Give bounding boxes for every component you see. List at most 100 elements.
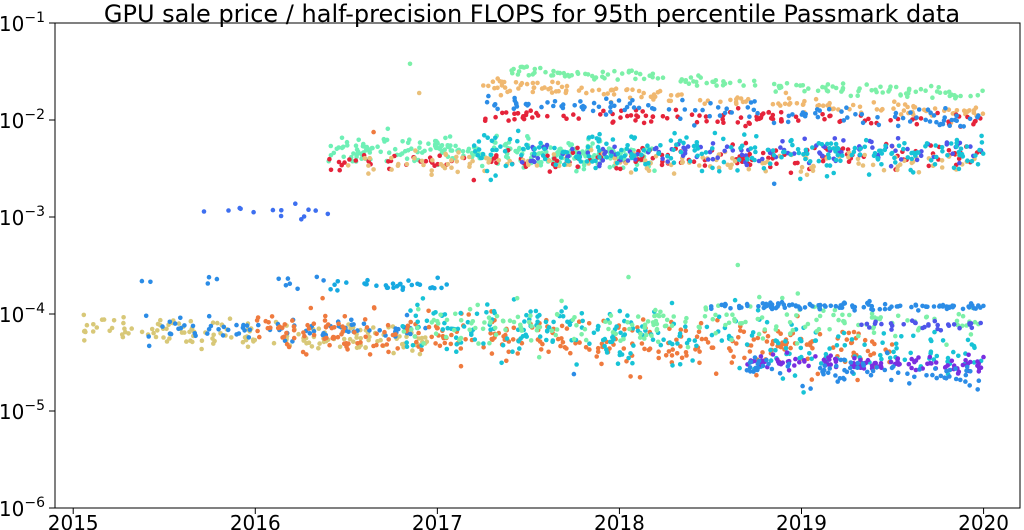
data-point <box>736 335 741 340</box>
data-point <box>664 116 670 121</box>
data-point <box>603 112 609 117</box>
data-point <box>482 320 487 325</box>
data-point <box>608 104 613 110</box>
data-point <box>752 355 758 360</box>
data-point <box>735 168 740 173</box>
data-point <box>739 152 745 158</box>
data-point <box>602 336 608 342</box>
data-point <box>454 342 460 347</box>
data-point <box>719 302 724 308</box>
data-point <box>748 146 754 151</box>
data-point <box>954 140 959 146</box>
data-point <box>575 145 580 151</box>
data-point <box>686 81 692 86</box>
data-point <box>545 153 550 159</box>
data-point <box>579 332 584 337</box>
data-point <box>975 93 981 98</box>
data-point <box>828 303 834 309</box>
data-point <box>977 147 982 153</box>
data-point <box>528 338 534 343</box>
data-point <box>925 107 931 112</box>
data-point <box>748 343 754 348</box>
x-tick-label: 2019 <box>776 511 827 530</box>
data-point <box>813 96 819 102</box>
data-point <box>481 133 487 138</box>
data-point <box>415 325 420 331</box>
data-point <box>493 135 498 141</box>
data-point <box>909 356 914 362</box>
data-point <box>927 119 933 124</box>
data-point <box>804 151 810 157</box>
data-point <box>663 323 669 329</box>
data-point <box>727 80 733 86</box>
data-point <box>852 145 858 151</box>
data-point <box>551 68 556 74</box>
data-point <box>913 89 919 95</box>
data-point <box>652 168 657 173</box>
data-point <box>924 141 930 146</box>
data-point <box>564 150 570 155</box>
data-point <box>656 349 661 355</box>
data-point <box>975 363 980 369</box>
data-point <box>778 110 784 115</box>
data-point <box>663 353 669 358</box>
data-point <box>965 158 970 163</box>
data-point <box>754 372 759 378</box>
data-point <box>777 371 783 376</box>
data-point <box>554 158 560 164</box>
y-tick-label: 10−2 <box>0 107 45 133</box>
data-point <box>710 156 716 162</box>
data-point <box>216 327 221 332</box>
data-point <box>771 152 777 158</box>
data-point <box>830 345 836 350</box>
data-point <box>893 341 899 347</box>
data-point <box>604 155 610 160</box>
data-point <box>686 337 692 343</box>
data-point <box>641 120 647 126</box>
data-point <box>670 347 675 352</box>
data-point <box>721 79 726 84</box>
data-point <box>673 107 679 113</box>
data-point <box>367 334 372 340</box>
data-point <box>608 100 614 106</box>
data-point <box>386 337 392 342</box>
data-point <box>610 120 615 125</box>
data-point <box>461 324 467 329</box>
data-point <box>886 89 891 94</box>
data-point <box>600 146 606 152</box>
data-point <box>964 144 970 149</box>
data-point <box>495 76 501 81</box>
data-point <box>751 107 757 113</box>
data-point <box>371 167 376 172</box>
data-point <box>590 141 595 146</box>
data-point <box>744 368 750 373</box>
data-point <box>489 336 495 342</box>
data-point <box>499 360 504 366</box>
data-point <box>786 96 792 101</box>
data-point <box>764 357 769 363</box>
data-point <box>514 295 520 301</box>
plot-area-border <box>54 22 1021 509</box>
data-point <box>636 88 642 94</box>
data-point <box>622 107 627 113</box>
data-point <box>850 369 855 375</box>
data-point <box>386 150 392 155</box>
data-point <box>84 322 90 328</box>
data-point <box>472 149 478 154</box>
data-point <box>247 327 253 333</box>
data-point <box>844 369 850 375</box>
data-point <box>845 115 850 120</box>
data-point <box>715 105 721 110</box>
data-point <box>374 283 379 289</box>
data-point <box>592 77 597 82</box>
data-point <box>435 275 441 281</box>
data-point <box>561 113 566 119</box>
data-point <box>595 349 601 355</box>
data-point <box>344 280 349 285</box>
data-point <box>351 339 356 345</box>
data-point <box>809 377 815 382</box>
data-point <box>600 158 606 163</box>
data-point <box>745 105 751 110</box>
data-point <box>913 303 919 308</box>
data-point <box>263 318 269 324</box>
